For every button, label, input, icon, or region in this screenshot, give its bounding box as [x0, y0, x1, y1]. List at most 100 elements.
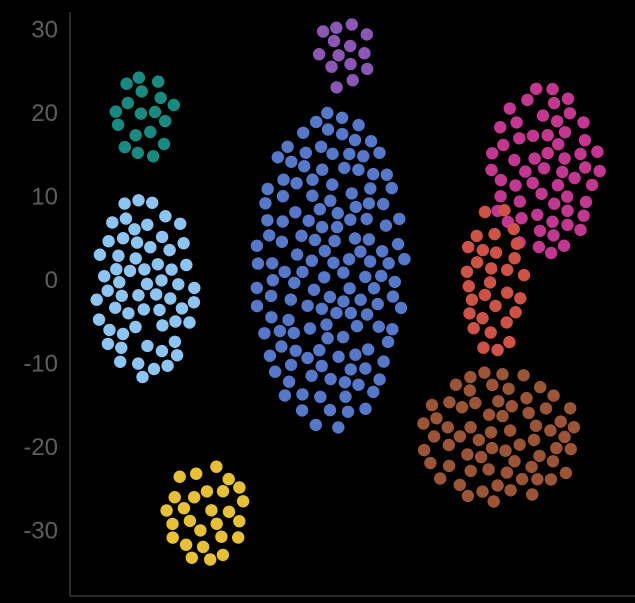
scatter-point — [491, 479, 504, 492]
scatter-point — [465, 293, 479, 306]
scatter-point — [478, 366, 491, 379]
scatter-point — [118, 197, 131, 210]
scatter-point — [276, 190, 290, 203]
scatter-point — [101, 337, 115, 351]
scatter-point — [550, 441, 563, 455]
scatter-point — [337, 295, 350, 308]
scatter-point — [122, 307, 135, 320]
scatter-point — [359, 270, 372, 284]
scatter-point — [250, 281, 263, 295]
scatter-point — [281, 140, 294, 153]
scatter-point — [344, 39, 357, 53]
scatter-point — [284, 358, 298, 372]
scatter-point — [250, 239, 264, 252]
scatter-point — [485, 163, 498, 177]
scatter-point — [163, 243, 176, 257]
scatter-point — [166, 517, 179, 531]
scatter-point — [338, 376, 352, 389]
scatter-point — [472, 433, 485, 447]
scatter-point — [352, 163, 365, 176]
scatter-point — [476, 312, 489, 325]
scatter-point — [487, 495, 500, 508]
scatter-point — [348, 133, 362, 147]
scatter-point — [349, 348, 362, 361]
scatter-point — [476, 485, 489, 498]
scatter-point — [169, 315, 182, 328]
scatter-point — [352, 118, 365, 132]
scatter-point — [330, 21, 343, 34]
scatter-point — [558, 126, 572, 139]
scatter-point — [335, 111, 349, 125]
scatter-point — [486, 378, 499, 392]
scatter-point — [467, 322, 480, 335]
scatter-point — [326, 147, 339, 160]
scatter-point — [442, 438, 455, 452]
scatter-point — [129, 252, 142, 265]
scatter-point — [364, 135, 378, 148]
scatter-point — [579, 161, 592, 174]
scatter-point — [316, 163, 329, 176]
scatter-point — [496, 409, 509, 423]
data-points — [90, 18, 606, 566]
scatter-point — [556, 165, 569, 179]
scatter-point — [123, 264, 137, 278]
scatter-point — [113, 276, 126, 289]
scatter-point — [474, 450, 488, 464]
scatter-point — [380, 168, 393, 181]
scatter-point — [114, 355, 127, 368]
scatter-point — [116, 327, 130, 341]
scatter-point — [373, 373, 386, 386]
scatter-point — [360, 212, 373, 226]
scatter-point — [427, 430, 441, 443]
scatter-point — [574, 223, 587, 237]
scatter-point — [180, 258, 193, 272]
scatter-point — [210, 460, 223, 473]
scatter-point — [141, 218, 154, 231]
scatter-point — [313, 344, 326, 357]
scatter-point — [148, 105, 162, 119]
scatter-point — [492, 395, 505, 408]
scatter-point — [434, 472, 447, 485]
scatter-point — [129, 129, 142, 142]
scatter-point — [290, 248, 304, 261]
scatter-point — [526, 176, 539, 190]
scatter-point — [377, 197, 390, 211]
scatter-point — [482, 463, 495, 476]
scatter-point — [464, 370, 477, 384]
scatter-point — [354, 293, 367, 306]
scatter-point — [394, 301, 408, 315]
scatter-point — [215, 530, 228, 543]
scatter-point — [278, 265, 291, 279]
scatter-point — [417, 443, 431, 457]
scatter-point — [222, 505, 236, 518]
scatter-point — [541, 146, 554, 160]
scatter-point — [188, 281, 201, 295]
scatter-point — [132, 289, 145, 302]
scatter-point — [136, 370, 149, 384]
scatter-point — [484, 326, 497, 339]
scatter-point — [166, 531, 179, 544]
scatter-point — [546, 215, 559, 228]
scatter-point — [567, 421, 581, 434]
scatter-point — [305, 369, 318, 382]
scatter-point — [498, 204, 511, 217]
y-tick-label: 10 — [31, 184, 58, 211]
scatter-point — [90, 293, 103, 306]
scatter-point — [546, 82, 559, 96]
scatter-point — [534, 380, 547, 394]
scatter-point — [577, 209, 590, 222]
scatter-point — [529, 419, 543, 432]
scatter-point — [161, 359, 174, 372]
scatter-point — [541, 129, 554, 142]
scatter-point — [462, 240, 475, 254]
scatter-point — [520, 391, 533, 405]
scatter-point — [547, 229, 560, 242]
scatter-point — [102, 235, 115, 248]
scatter-point — [263, 349, 277, 362]
scatter-point — [315, 359, 328, 373]
scatter-point — [453, 478, 466, 492]
scatter-point — [323, 403, 337, 417]
scatter-point — [324, 194, 337, 207]
scatter-point — [118, 140, 131, 154]
scatter-point — [93, 248, 107, 261]
